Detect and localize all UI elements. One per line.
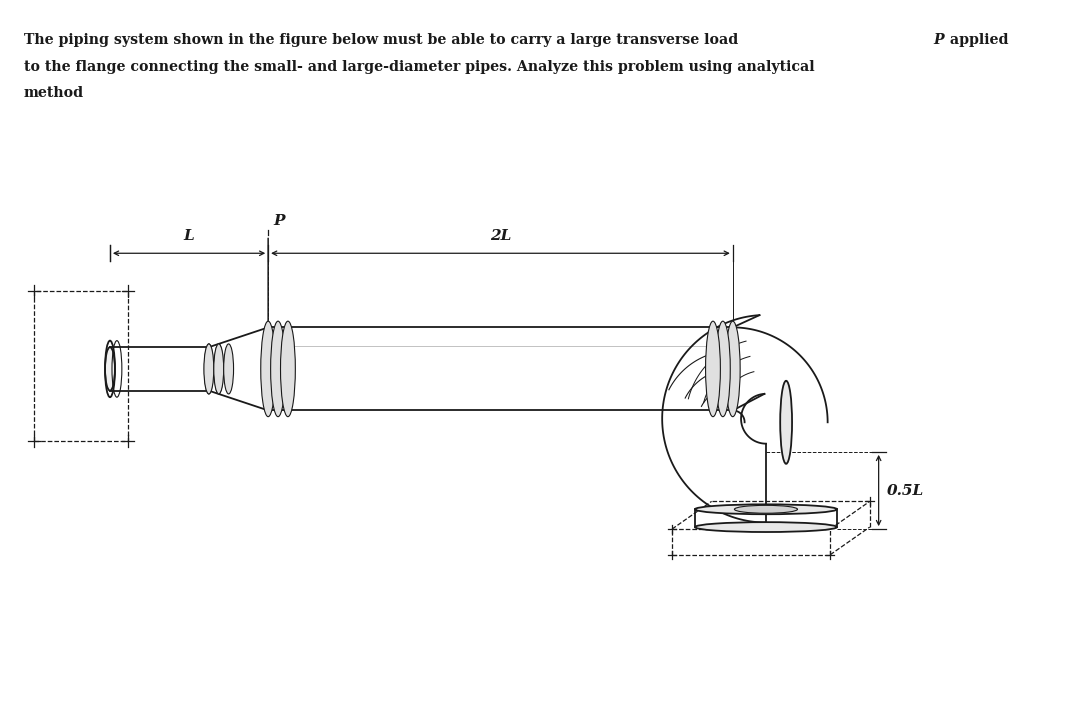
Text: to the flange connecting the small- and large-diameter pipes. Analyze this probl: to the flange connecting the small- and … <box>24 59 815 74</box>
Text: P: P <box>273 214 285 227</box>
Text: 0.5L: 0.5L <box>886 484 924 497</box>
Ellipse shape <box>734 505 798 513</box>
Ellipse shape <box>695 522 837 532</box>
Ellipse shape <box>204 344 213 394</box>
Ellipse shape <box>706 321 720 417</box>
Ellipse shape <box>105 348 115 391</box>
Text: method: method <box>24 86 84 100</box>
Ellipse shape <box>280 321 295 417</box>
Text: 2L: 2L <box>489 230 511 243</box>
Ellipse shape <box>695 505 837 514</box>
Ellipse shape <box>725 321 741 417</box>
Text: L: L <box>183 230 194 243</box>
Text: applied: applied <box>945 33 1009 47</box>
Ellipse shape <box>780 381 792 464</box>
Ellipse shape <box>215 344 223 394</box>
Ellipse shape <box>261 321 276 417</box>
Text: P: P <box>934 33 944 47</box>
Ellipse shape <box>213 344 223 394</box>
Text: The piping system shown in the figure below must be able to carry a large transv: The piping system shown in the figure be… <box>24 33 743 47</box>
Ellipse shape <box>205 344 213 394</box>
Ellipse shape <box>271 321 286 417</box>
Ellipse shape <box>716 321 730 417</box>
Ellipse shape <box>223 344 234 394</box>
